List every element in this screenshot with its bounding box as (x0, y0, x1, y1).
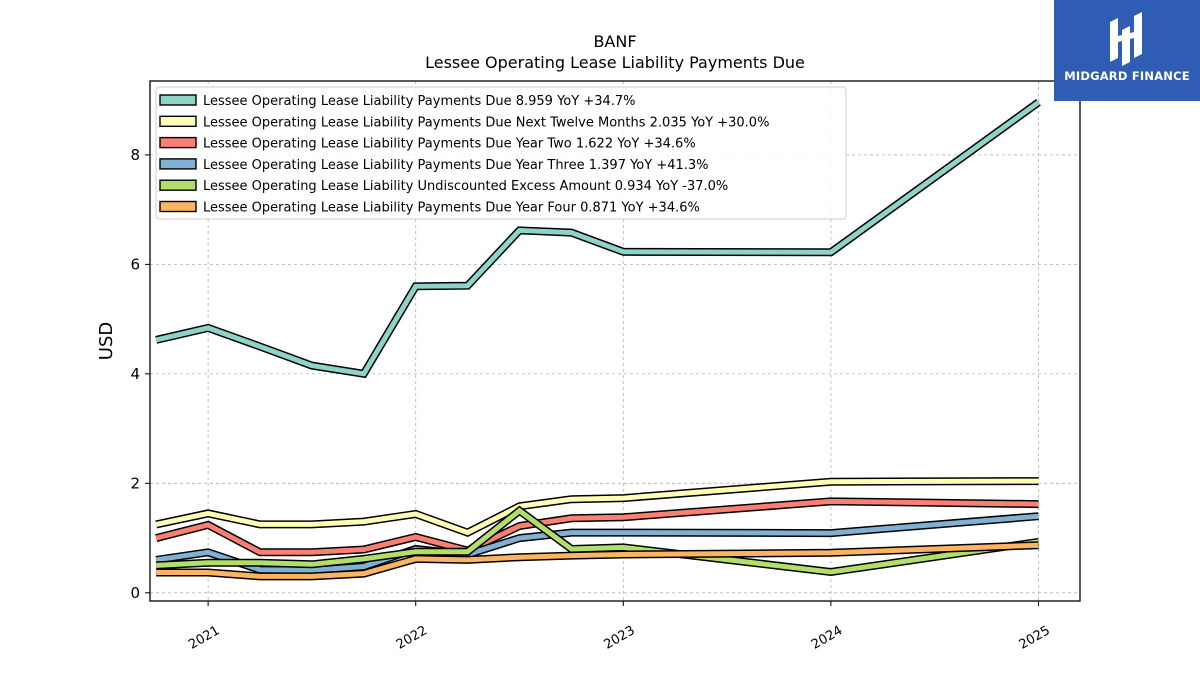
legend-swatch (159, 115, 197, 128)
x-axis-ticks: 2021 2022 2023 2024 2025 (186, 601, 1053, 653)
legend-entry[interactable]: Lessee Operating Lease Liability Payment… (203, 94, 636, 109)
legend-entry[interactable]: Lessee Operating Lease Liability Undisco… (203, 179, 728, 194)
y-tick-label: 8 (130, 146, 140, 164)
legend-entry[interactable]: Lessee Operating Lease Liability Payment… (203, 137, 696, 152)
y-tick-label: 0 (130, 584, 140, 602)
y-axis-ticks: 0 2 4 6 8 (130, 146, 150, 602)
legend-box (155, 86, 847, 220)
legend-swatch (159, 179, 197, 191)
y-tick-label: 2 (130, 474, 140, 492)
legend-entry[interactable]: Lessee Operating Lease Liability Payment… (203, 115, 769, 130)
series-lines (155, 99, 1041, 581)
series-line (156, 541, 1039, 581)
legend[interactable]: Lessee Operating Lease Liability Payment… (155, 86, 847, 220)
legend-swatch (159, 158, 197, 170)
chart-title: BANF (593, 32, 636, 51)
series-line-stroke (156, 542, 1039, 579)
series-line-stroke (155, 478, 1039, 536)
series-line-stroke (155, 498, 1039, 555)
brand-name: MIDGARD FINANCE (1064, 69, 1190, 83)
legend-swatch (159, 136, 197, 149)
chart-subtitle: Lessee Operating Lease Liability Payment… (425, 53, 805, 72)
x-tick-label: 2023 (601, 623, 637, 653)
x-tick-label: 2022 (394, 623, 430, 653)
series-line (155, 99, 1041, 379)
series-line (155, 477, 1039, 537)
x-tick-label: 2021 (186, 623, 222, 653)
series-line-stroke (155, 100, 1040, 377)
brand-logo: MIDGARD FINANCE (1054, 0, 1200, 101)
legend-swatch (159, 200, 197, 213)
y-tick-label: 6 (130, 255, 140, 273)
plot-frame (149, 80, 1081, 602)
y-tick-label: 4 (130, 365, 140, 383)
x-tick-label: 2025 (1017, 623, 1053, 653)
legend-entry[interactable]: Lessee Operating Lease Liability Payment… (203, 201, 700, 216)
y-axis-label: USD (96, 322, 117, 360)
legend-entry[interactable]: Lessee Operating Lease Liability Payment… (203, 158, 709, 173)
midgard-logo-icon (1110, 12, 1142, 66)
x-tick-label: 2024 (809, 623, 845, 653)
legend-swatch (159, 94, 197, 106)
series-line (155, 497, 1039, 557)
